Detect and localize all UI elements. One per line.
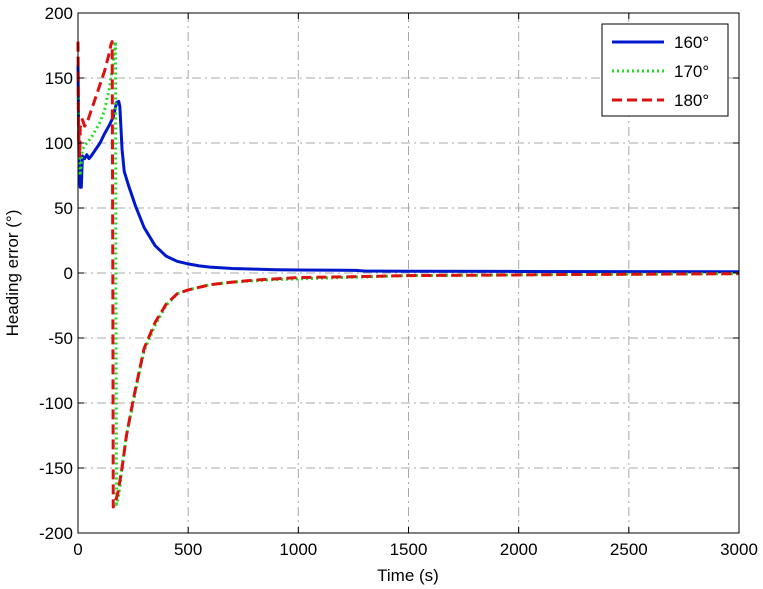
- x-tick-label: 1000: [279, 540, 317, 559]
- y-tick-labels: -200 -150 -100 -50 0 50 100 150 200: [39, 4, 73, 543]
- legend-label: 160°: [674, 33, 709, 52]
- x-axis-label: Time (s): [377, 566, 439, 585]
- y-tick-label: -50: [48, 329, 73, 348]
- series-layer: [76, 40, 740, 509]
- legend: 160° 170° 180°: [601, 23, 729, 117]
- x-tick-label: 1500: [390, 540, 428, 559]
- y-tick-label: 0: [64, 264, 73, 283]
- y-tick-label: 100: [45, 134, 73, 153]
- x-tick-label: 500: [174, 540, 202, 559]
- x-tick-label: 2500: [610, 540, 648, 559]
- legend-label: 180°: [674, 91, 709, 110]
- y-tick-label: -200: [39, 524, 73, 543]
- grid-lines: [78, 13, 739, 533]
- x-tick-label: 2000: [500, 540, 538, 559]
- series-line: [76, 40, 740, 506]
- axis-ticks: [77, 12, 740, 534]
- x-tick-label: 3000: [720, 540, 758, 559]
- x-tick-label: 0: [73, 540, 82, 559]
- y-tick-label: -100: [39, 394, 73, 413]
- y-axis-label: Heading error (°): [3, 210, 22, 337]
- y-tick-label: 200: [45, 4, 73, 23]
- series-line: [76, 40, 740, 509]
- y-tick-label: -150: [39, 459, 73, 478]
- y-tick-label: 150: [45, 69, 73, 88]
- x-tick-labels: 0 500 1000 1500 2000 2500 3000: [73, 540, 758, 559]
- y-tick-label: 50: [54, 199, 73, 218]
- series-line: [76, 64, 740, 274]
- legend-label: 170°: [674, 62, 709, 81]
